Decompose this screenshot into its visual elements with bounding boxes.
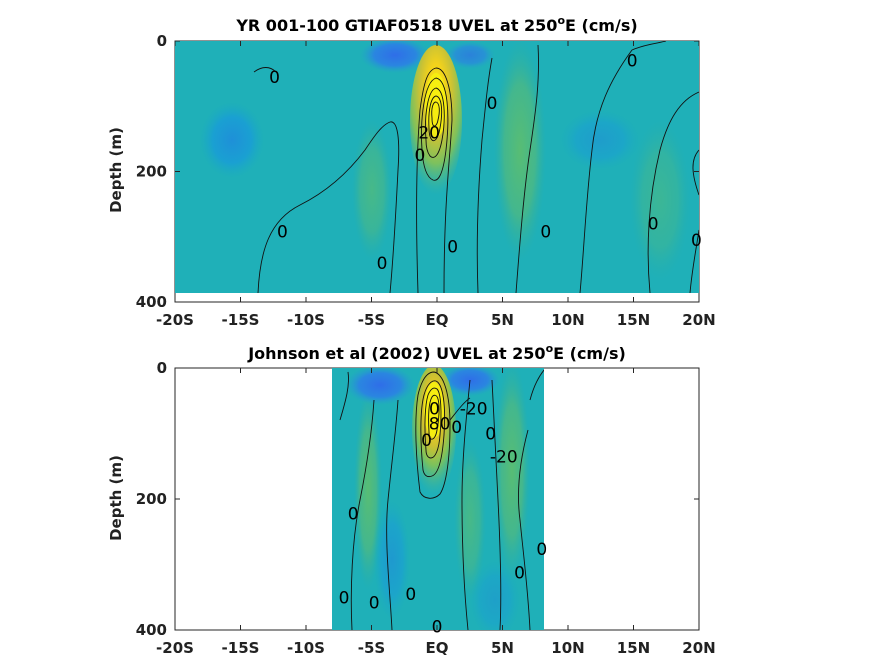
bottom-contour-label: 0 [429, 400, 440, 420]
top-contour-label: 0 [540, 223, 551, 243]
bottom-contour-label: 0 [405, 585, 416, 605]
bottom-contour-label: 0 [421, 431, 432, 451]
top-y-tick-label: 400 [136, 293, 167, 311]
bottom-x-tick-label: 20N [682, 639, 715, 656]
top-x-tick-label: -5S [358, 311, 385, 329]
bottom-x-tick-label: -20S [156, 639, 194, 656]
top-y-tick-label: 200 [136, 163, 167, 181]
bottom-x-tick-label: -10S [287, 639, 325, 656]
bottom-contour-label: 0 [451, 418, 462, 438]
bottom-contour-label: 0 [339, 588, 350, 608]
top-contour-label: 0 [447, 238, 458, 258]
bottom-contour-label: -20 [460, 400, 488, 420]
top-contour-label: 20 [418, 123, 440, 143]
top-x-tick-label: 10N [551, 311, 584, 329]
bottom-contour-label: 80 [429, 415, 451, 435]
bottom-contour-label: 0 [536, 540, 547, 560]
top-contour-label: 0 [691, 231, 702, 251]
bottom-y-tick-label: 400 [136, 621, 167, 639]
bottom-x-tick-label: 10N [551, 639, 584, 656]
top-panel: YR 001-100 GTIAF0518 UVEL at 250oE (cm/s… [107, 14, 716, 329]
bottom-x-ticks: -20S -15S -10S -5S EQ 5N 10N 15N 20N [156, 368, 716, 656]
bottom-contour-label: 0 [514, 563, 525, 583]
top-contour-label: 0 [487, 94, 498, 114]
top-contour-label: 0 [377, 254, 388, 274]
bottom-contour-label: 0 [485, 425, 496, 445]
top-x-tick-label: -20S [156, 311, 194, 329]
bottom-panel: Johnson et al (2002) UVEL at 250oE (cm/s… [107, 342, 716, 656]
top-y-tick-label: 0 [157, 32, 167, 50]
top-y-axis-label: Depth (m) [107, 127, 125, 213]
bottom-x-tick-label: -15S [222, 639, 260, 656]
bottom-x-tick-label: 5N [491, 639, 514, 656]
bottom-y-tick-label: 0 [157, 359, 167, 377]
bottom-y-axis-label: Depth (m) [107, 455, 125, 541]
bottom-x-tick-label: EQ [426, 639, 449, 656]
top-x-tick-label: -15S [222, 311, 260, 329]
top-contour-label: 0 [269, 68, 280, 88]
bottom-y-tick-label: 200 [136, 490, 167, 508]
top-contour-label: 0 [627, 52, 638, 72]
bottom-title: Johnson et al (2002) UVEL at 250oE (cm/s… [247, 342, 626, 363]
top-contour-label: 0 [415, 146, 426, 166]
top-contour-label: 0 [648, 215, 659, 235]
top-x-tick-label: 5N [491, 311, 514, 329]
top-title: YR 001-100 GTIAF0518 UVEL at 250oE (cm/s… [235, 14, 637, 35]
top-x-ticks: -20S -15S -10S -5S EQ 5N 10N 15N 20N [156, 41, 716, 329]
bottom-contour-label: -20 [490, 447, 518, 467]
top-x-tick-label: -10S [287, 311, 325, 329]
bottom-heatmap-field [332, 368, 544, 630]
bottom-y-ticks: 0 200 400 [136, 359, 699, 639]
top-x-tick-label: EQ [426, 311, 449, 329]
bottom-contour-label: 0 [348, 504, 359, 524]
top-contour-labels: 0 0 0 0 20 0 0 0 0 0 0 [269, 52, 702, 274]
top-contour-label: 0 [277, 223, 288, 243]
bottom-x-tick-label: -5S [358, 639, 385, 656]
top-heatmap-field [175, 41, 699, 293]
bottom-contour-label: 0 [369, 593, 380, 613]
top-x-tick-label: 20N [682, 311, 715, 329]
bottom-x-tick-label: 15N [617, 639, 650, 656]
top-x-tick-label: 15N [617, 311, 650, 329]
